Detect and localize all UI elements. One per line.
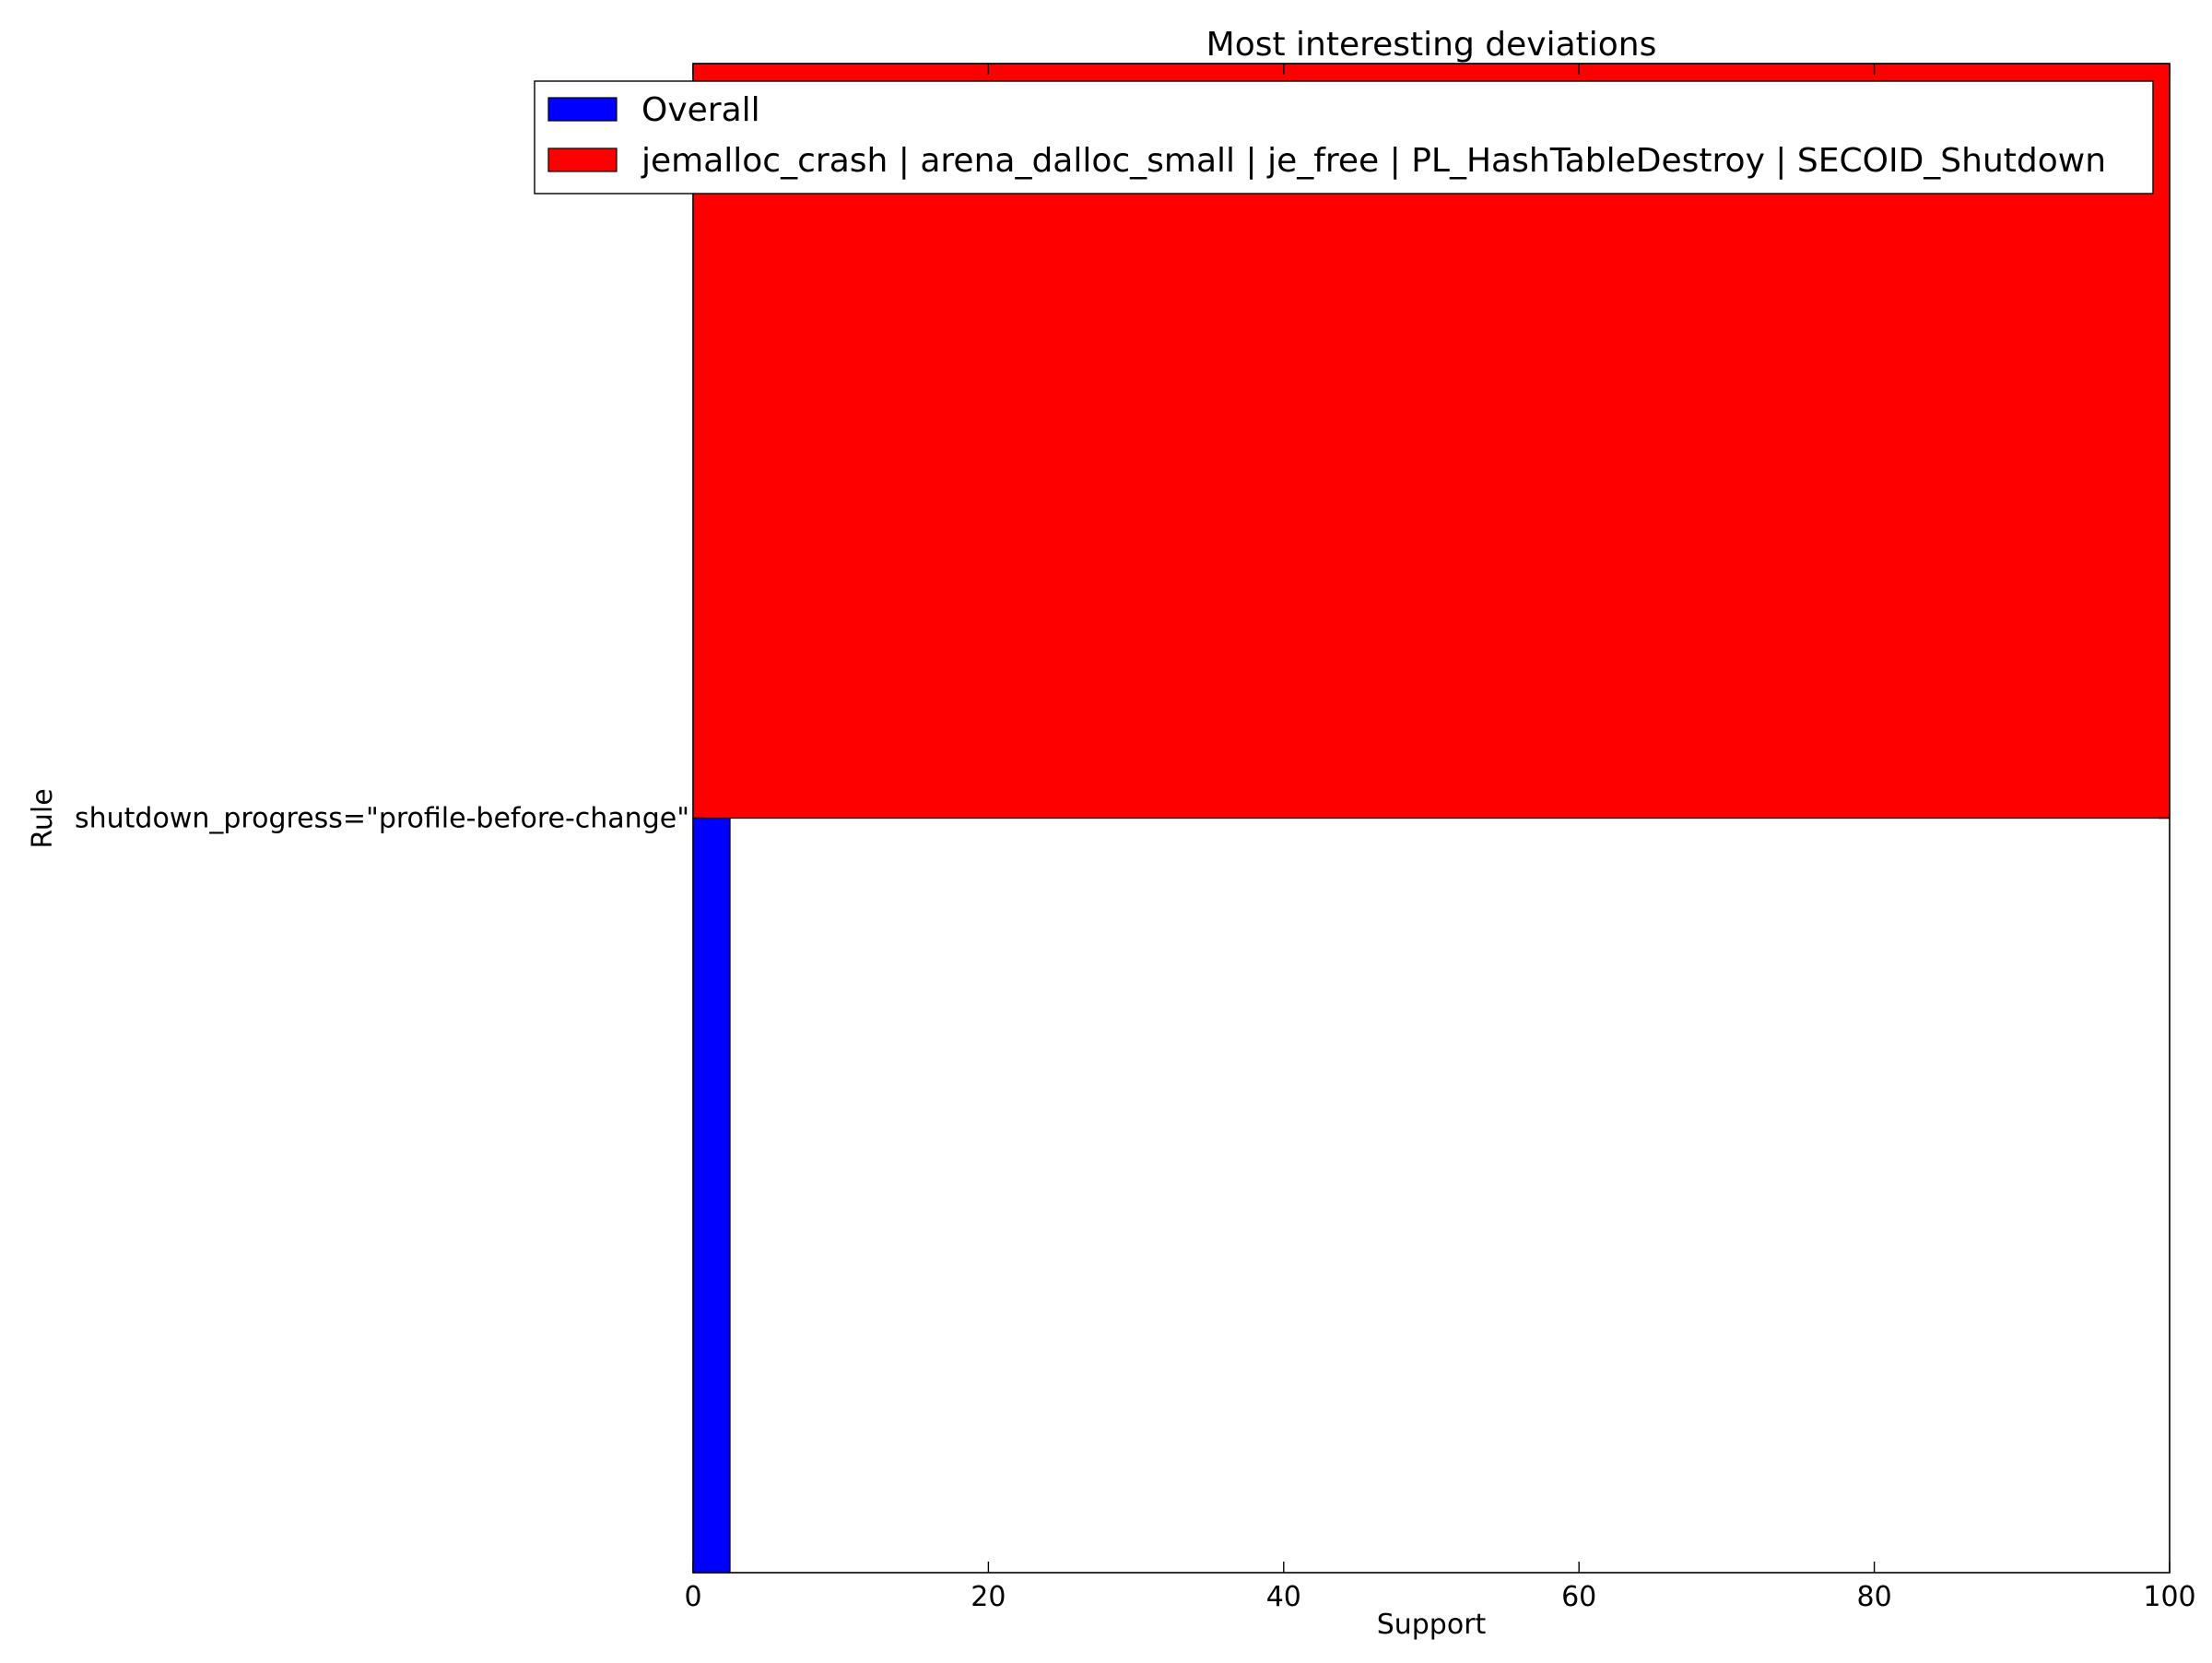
x-tick-label-60: 60 [1561, 1581, 1596, 1613]
y-axis-label: Rule [27, 788, 59, 848]
legend-box [534, 80, 2154, 195]
x-tick-label-100: 100 [2143, 1581, 2195, 1613]
ticks-layer: 0 20 40 60 80 100 [684, 64, 2196, 1613]
legend-label-0: Overall [641, 91, 760, 129]
chart-title: Most interesting deviations [1206, 26, 1657, 64]
x-tick-label-80: 80 [1857, 1581, 1892, 1613]
category-labels: shutdown_progress="profile-before-change… [75, 803, 689, 835]
x-axis-label: Support [1377, 1609, 1487, 1641]
x-tick-label-20: 20 [971, 1581, 1006, 1613]
x-tick-label-0: 0 [684, 1581, 701, 1613]
legend-label-1: jemalloc_crash | arena_dalloc_small | je… [641, 142, 2106, 180]
legend-swatch-1 [547, 147, 618, 172]
x-tick-label-40: 40 [1266, 1581, 1301, 1613]
legend-swatch-0 [547, 97, 618, 122]
legend: Overall jemalloc_crash | arena_dalloc_sma… [534, 80, 2154, 195]
bar-overall-0 [692, 817, 731, 1574]
category-label-0: shutdown_progress="profile-before-change… [75, 803, 689, 835]
